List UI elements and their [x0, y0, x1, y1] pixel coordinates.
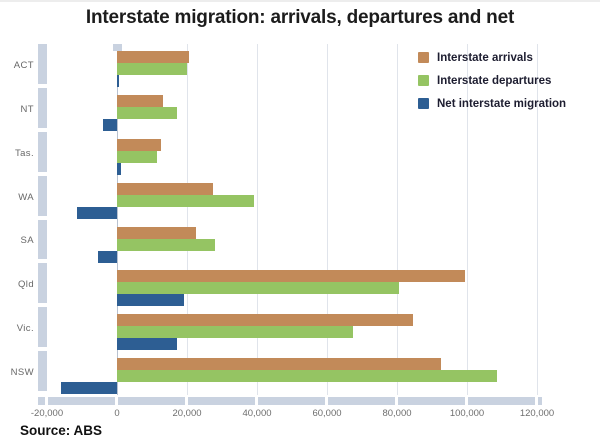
bar: [117, 75, 119, 87]
x-axis-tick-gap: [464, 397, 468, 405]
y-axis-bar-segment: [38, 131, 47, 172]
bar: [117, 106, 177, 119]
y-axis-bar-segment: [38, 307, 47, 348]
source-note: Source: ABS: [20, 423, 103, 438]
bar: [117, 358, 441, 371]
bar: [117, 226, 196, 239]
bar: [76, 206, 117, 219]
gridline: [257, 44, 258, 395]
x-axis-tick-gap: [184, 397, 188, 405]
legend-item-departures: Interstate departures: [418, 73, 566, 88]
gridline: [327, 44, 328, 395]
x-axis-tick-gap: [324, 397, 328, 405]
bar: [117, 270, 466, 283]
bar: [117, 238, 215, 251]
gridline: [187, 44, 188, 395]
legend: Interstate arrivals Interstate departure…: [418, 50, 566, 119]
bar: [117, 150, 158, 163]
x-tick-label: 60,000: [312, 408, 342, 419]
x-axis-bar: [38, 397, 542, 405]
gridline: [537, 44, 538, 395]
y-axis-bar-segment: [38, 44, 47, 84]
y-axis-label: Tas.: [14, 147, 34, 159]
bar: [117, 194, 254, 207]
x-axis-tick-gap: [44, 397, 48, 405]
y-axis-label: NT: [20, 103, 34, 115]
legend-label: Interstate departures: [437, 74, 552, 87]
x-axis-tick-gap: [534, 397, 538, 405]
x-tick-label: -20,000: [30, 408, 64, 419]
bar: [117, 182, 214, 195]
x-axis-tick-gap: [254, 397, 258, 405]
bar: [117, 338, 177, 351]
chart-title: Interstate migration: arrivals, departur…: [85, 7, 515, 28]
y-axis-bar-segment: [38, 263, 47, 304]
y-axis-bar-segment: [38, 351, 47, 391]
net-swatch-icon: [418, 98, 429, 109]
legend-label: Interstate arrivals: [437, 51, 533, 64]
bar: [103, 118, 117, 131]
y-axis-bar-segment: [38, 175, 47, 216]
y-axis-label: Vic.: [16, 323, 34, 335]
y-axis-label: NSW: [10, 367, 34, 379]
bar: [117, 63, 187, 75]
zero-axis-top-tick: [112, 44, 122, 51]
x-tick-label: 100,000: [449, 408, 485, 419]
bar: [117, 370, 497, 383]
y-axis-label: ACT: [13, 59, 34, 71]
y-axis-label: WA: [18, 191, 34, 203]
gridline: [397, 44, 398, 395]
bar: [117, 94, 163, 107]
y-axis-label: SA: [20, 235, 34, 247]
departures-swatch-icon: [418, 75, 429, 86]
bar: [117, 162, 121, 175]
bar: [61, 382, 117, 395]
y-axis-bar-segment: [38, 219, 47, 260]
arrivals-swatch-icon: [418, 52, 429, 63]
y-axis-label: Qld: [18, 279, 34, 291]
bar: [117, 282, 399, 295]
x-axis-tick-gap: [394, 397, 398, 405]
bar: [117, 138, 161, 151]
x-tick-label: 120,000: [519, 408, 555, 419]
x-tick-label: 0: [114, 408, 120, 419]
bar: [117, 51, 189, 63]
y-axis-bar-segment: [38, 87, 47, 128]
x-tick-label: 40,000: [242, 408, 272, 419]
bar: [117, 326, 354, 339]
bar: [117, 314, 413, 327]
bar: [97, 250, 117, 263]
gridline: [467, 44, 468, 395]
legend-item-net: Net interstate migration: [418, 96, 566, 111]
x-axis-tick-gap: [114, 397, 118, 405]
legend-item-arrivals: Interstate arrivals: [418, 50, 566, 65]
zero-axis-line: [116, 44, 118, 395]
x-tick-label: 20,000: [172, 408, 202, 419]
x-tick-label: 80,000: [382, 408, 412, 419]
legend-label: Net interstate migration: [437, 97, 567, 110]
bar: [117, 294, 184, 307]
